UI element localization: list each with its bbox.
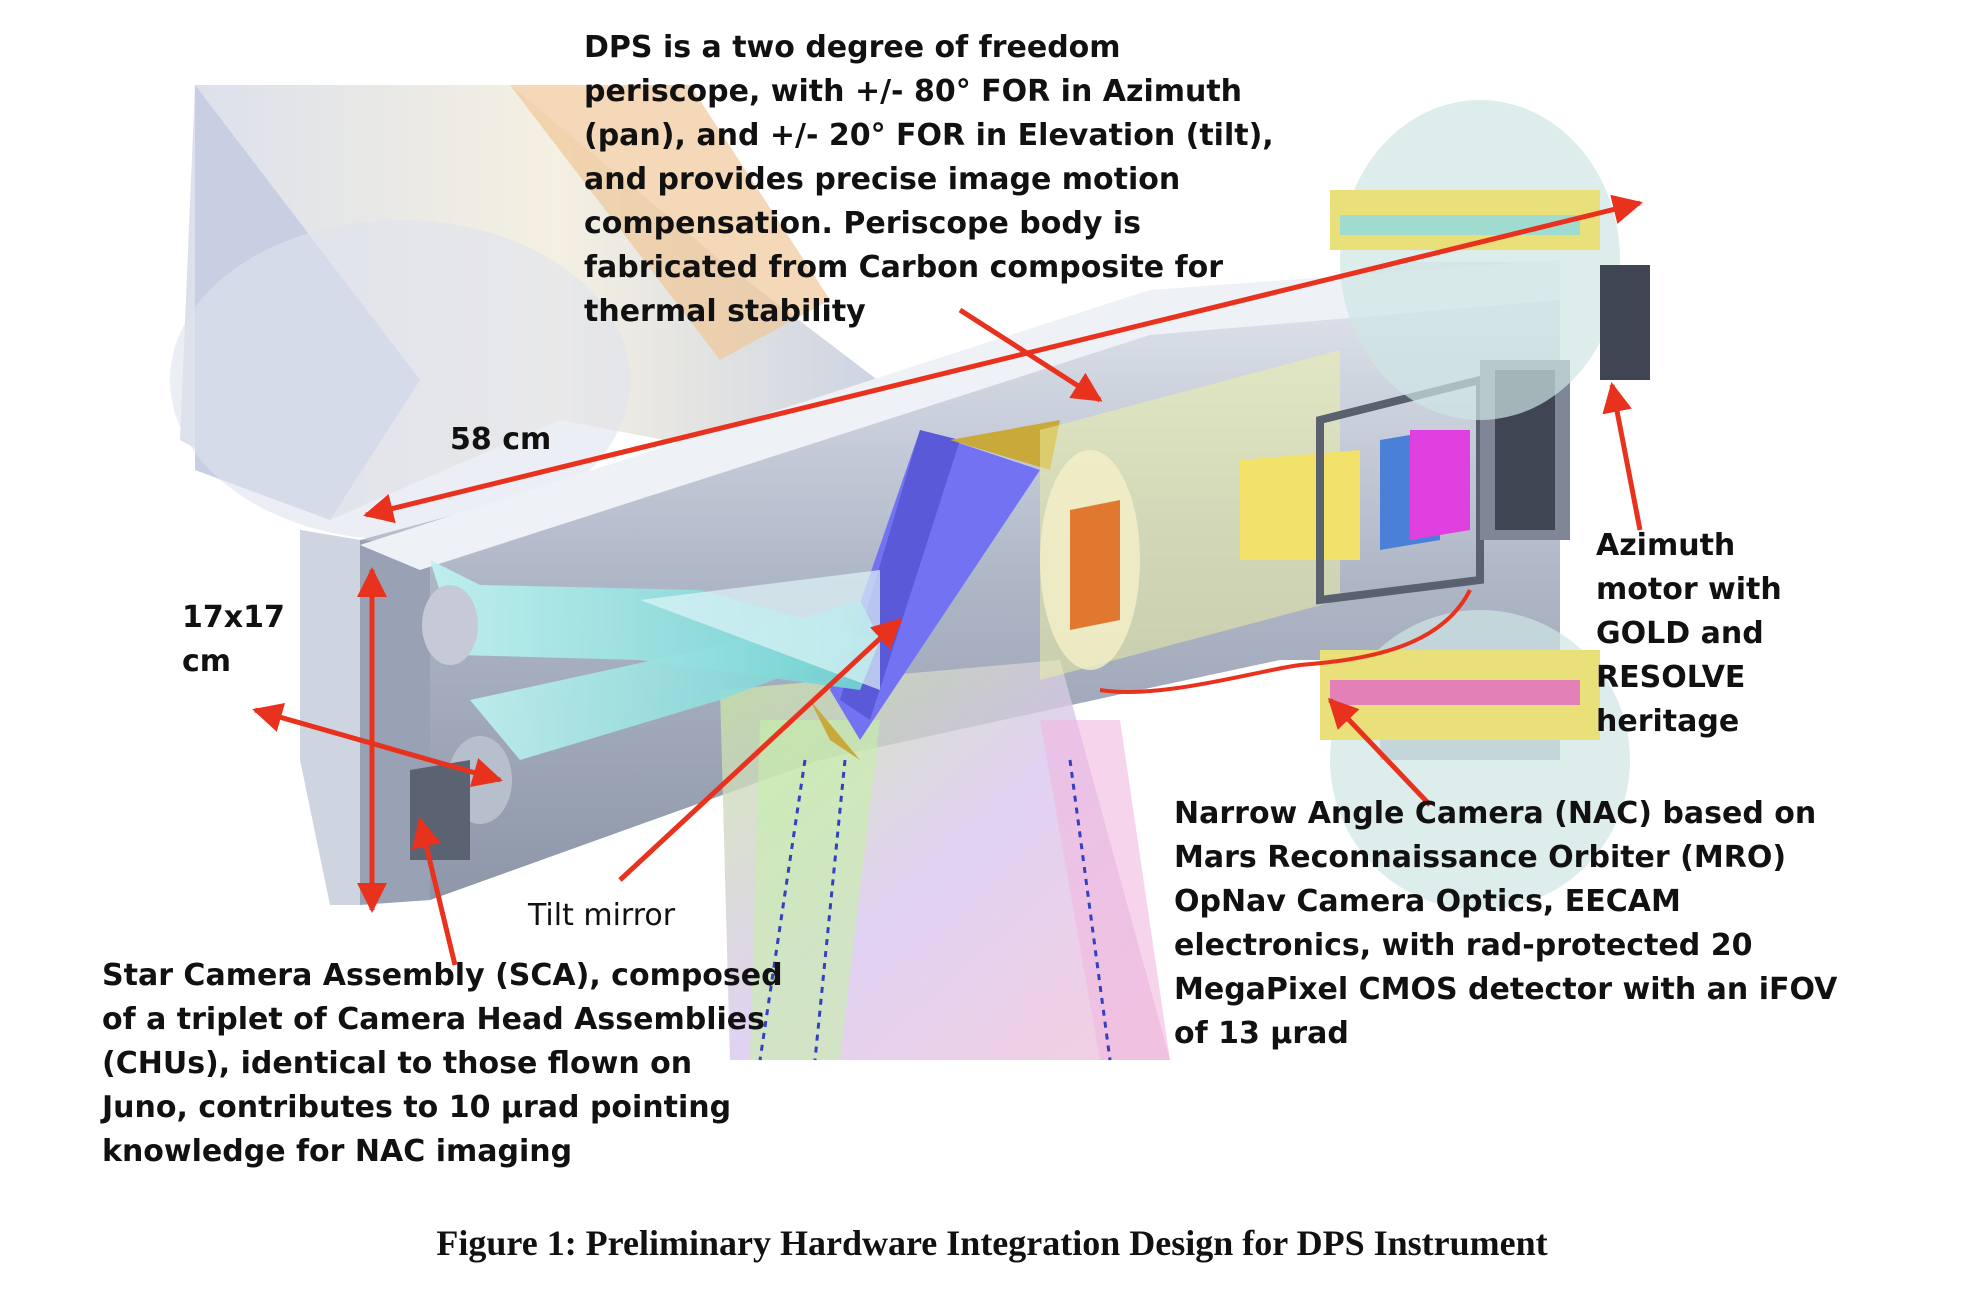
arrow-nac [1327,697,1432,807]
cross-section-line-2: cm [182,644,232,679]
dps-line-5: compensation. Periscope body is [584,206,1141,241]
sca-line-1: Star Camera Assembly (SCA), composed [102,958,783,993]
azimuth-motor-label: Azimuth motor with GOLD and RESOLVE heri… [1596,524,1782,744]
nac-line-1: Narrow Angle Camera (NAC) based on [1174,796,1817,831]
cross-section-line-1: 17x17 [182,600,285,635]
azimuth-line-4: RESOLVE [1596,660,1746,695]
dps-line-4: and provides precise image motion [584,162,1181,197]
dps-description-label: DPS is a two degree of freedom periscope… [584,26,1274,334]
arrow-width [252,702,503,788]
figure-caption: Figure 1: Preliminary Hardware Integrati… [436,1223,1548,1263]
sca-line-3: (CHUs), identical to those flown on [102,1046,693,1081]
azimuth-line-3: GOLD and [1596,616,1764,651]
dps-line-3: (pan), and +/- 20° FOR in Elevation (til… [584,118,1274,153]
nac-line-3: OpNav Camera Optics, EECAM [1174,884,1681,919]
cross-section-dimension-label: 17x17 cm [182,596,285,684]
dps-line-7: thermal stability [584,294,866,329]
dps-line-6: fabricated from Carbon composite for [584,250,1224,285]
arrow-azimuth-motor [1602,382,1643,531]
downward-beam [720,660,1170,1061]
nac-line-2: Mars Reconnaissance Orbiter (MRO) [1174,840,1787,875]
dps-line-1: DPS is a two degree of freedom [584,30,1121,65]
arrow-length [363,194,1643,524]
arrow-dps-body [958,307,1103,403]
nac-line-4: electronics, with rad-protected 20 [1174,928,1753,963]
annotation-arrows [252,194,1643,966]
sca-line-4: Juno, contributes to 10 µrad pointing [102,1090,732,1125]
arrow-sca [411,817,458,966]
sca-line-2: of a triplet of Camera Head Assemblies [102,1002,765,1037]
nac-cable [1099,589,1472,695]
sca-description-label: Star Camera Assembly (SCA), composed of … [102,954,783,1174]
sca-line-5: knowledge for NAC imaging [102,1134,573,1169]
tilt-mirror-label: Tilt mirror [528,898,676,933]
azimuth-line-2: motor with [1596,572,1782,607]
length-dimension-label: 58 cm [450,422,552,457]
nac-description-label: Narrow Angle Camera (NAC) based on Mars … [1174,792,1837,1056]
azimuth-line-5: heritage [1596,704,1740,739]
nac-line-5: MegaPixel CMOS detector with an iFOV [1174,972,1838,1007]
arrow-tilt-mirror [618,617,903,882]
nac-line-6: of 13 µrad [1174,1016,1349,1051]
dps-line-2: periscope, with +/- 80° FOR in Azimuth [584,74,1243,109]
azimuth-line-1: Azimuth [1596,528,1736,563]
